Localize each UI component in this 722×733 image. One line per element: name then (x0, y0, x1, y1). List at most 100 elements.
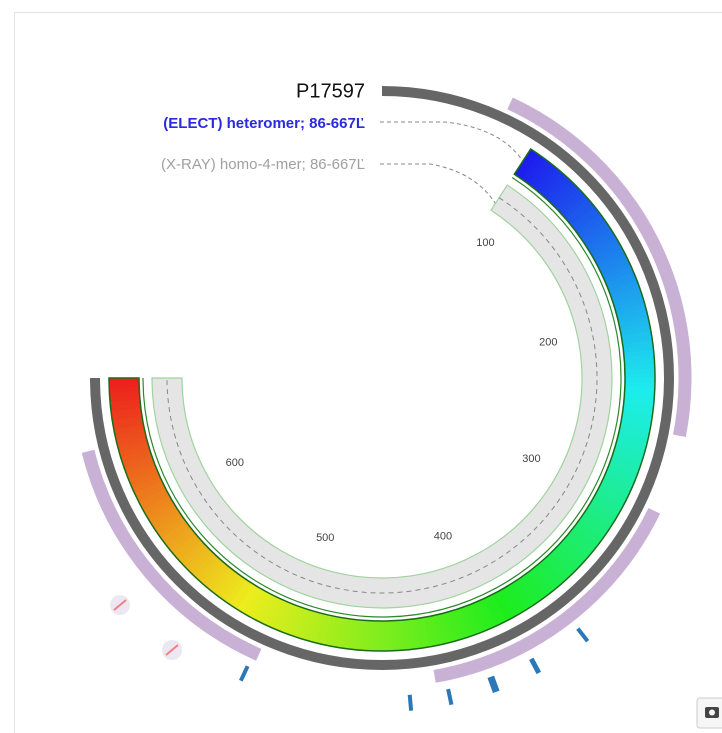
ribbon-segment (125, 460, 156, 476)
site-mark (446, 688, 454, 706)
ribbon-segment (617, 432, 649, 445)
ribbon-segment (556, 188, 583, 213)
ribbon-segment (138, 487, 168, 507)
ribbon-segment (605, 271, 636, 288)
ribbon-segment (283, 604, 299, 635)
ribbon-segment (502, 586, 523, 615)
ribbon-segment (184, 546, 211, 572)
track-label[interactable]: (ELECT) heteromer; 86-667Ľ (163, 115, 365, 132)
snapshot-button[interactable] (696, 697, 722, 729)
ribbon-segment (600, 480, 630, 499)
ribbon-segment (580, 513, 609, 536)
ribbon-segment (149, 506, 179, 527)
ribbon-segment (614, 444, 645, 459)
ribbon-segment (559, 540, 585, 565)
ribbon-segment (550, 549, 576, 576)
ribbon-segment (410, 618, 420, 650)
ribbon-segment (510, 581, 531, 611)
ribbon-segment (257, 594, 276, 624)
ribbon-segment (292, 607, 307, 638)
ribbon-segment (232, 581, 254, 610)
ribbon-segment (540, 558, 565, 585)
ribbon-segment (448, 610, 462, 641)
ribbon-segment (435, 613, 449, 645)
connector (380, 121, 523, 161)
ribbon-segment (261, 596, 280, 626)
ribbon-segment (530, 566, 554, 594)
ribbon-segment (213, 568, 236, 597)
scale-label: 100 (476, 237, 494, 249)
ribbon-segment (160, 520, 188, 543)
ribbon-segment (476, 599, 494, 630)
ribbon-segment (543, 555, 569, 582)
ribbon-segment (456, 607, 471, 638)
ribbon-segment (514, 149, 536, 178)
ribbon-segment (576, 213, 604, 236)
track-label[interactable]: (X-RAY) homo-4-mer; 86-667Ľ (161, 156, 365, 173)
ribbon-segment (562, 537, 589, 562)
ribbon-segment (499, 588, 519, 618)
ribbon-segment (357, 619, 366, 651)
ribbon-segment (553, 546, 579, 572)
ribbon-segment (624, 368, 655, 375)
ribbon-segment (531, 162, 555, 190)
feature-arc (507, 97, 692, 438)
ribbon-segment (472, 601, 489, 632)
ribbon-segment (520, 574, 543, 603)
ribbon-segment (419, 617, 430, 648)
ribbon-segment (228, 578, 250, 607)
ribbon-segment (534, 165, 559, 193)
ribbon-segment (506, 584, 527, 613)
ribbon-segment (216, 571, 240, 599)
ribbon-segment (155, 513, 183, 535)
ribbon-segment (191, 552, 217, 578)
ribbon-segment (594, 492, 624, 512)
ribbon-segment (452, 609, 467, 640)
ribbon-segment (612, 449, 644, 464)
ribbon-segment (513, 579, 535, 608)
ribbon-segment (112, 419, 144, 431)
site-mark (165, 644, 179, 656)
xray-ribbon (151, 184, 613, 609)
ribbon-segment (541, 171, 566, 198)
ribbon-segment (592, 241, 622, 261)
ribbon-segment (624, 373, 656, 379)
ribbon-segment (615, 440, 646, 455)
ribbon-segment (616, 307, 648, 321)
ribbon-segment (296, 608, 311, 640)
site-mark (407, 694, 414, 711)
ribbon-segment (427, 615, 439, 647)
ribbon-segment (188, 549, 214, 575)
ribbon-segment (517, 577, 539, 605)
ribbon-segment (126, 464, 157, 481)
ribbon-segment (431, 614, 444, 646)
ribbon-segment (224, 576, 247, 605)
ribbon-segment (621, 330, 652, 341)
ribbon-segment (172, 533, 199, 558)
ribbon-segment (527, 569, 551, 597)
ribbon-segment (562, 195, 589, 220)
ribbon-segment (594, 245, 624, 265)
ribbon-segment (564, 534, 592, 558)
ribbon-segment (147, 502, 176, 523)
ribbon-segment (623, 394, 655, 403)
ribbon-segment (352, 619, 361, 650)
feature-arc (81, 449, 262, 661)
ribbon-segment (347, 619, 357, 650)
ribbon-segment (616, 436, 647, 450)
ribbon-segment (578, 217, 607, 240)
ribbon-segment (287, 606, 303, 637)
ribbon-segment (109, 378, 140, 383)
ribbon-segment (109, 381, 140, 388)
site-mark (113, 599, 127, 611)
ribbon-segment (113, 423, 145, 435)
ribbon-segment (581, 221, 609, 243)
ribbon-segment (157, 516, 186, 539)
ribbon-segment (587, 503, 617, 524)
ribbon-segment (305, 611, 320, 642)
ribbon-segment (116, 435, 148, 449)
ribbon-segment (145, 498, 174, 519)
ribbon-segment (603, 472, 634, 490)
ribbon-segment (381, 620, 387, 652)
ribbon-segment (568, 202, 595, 226)
